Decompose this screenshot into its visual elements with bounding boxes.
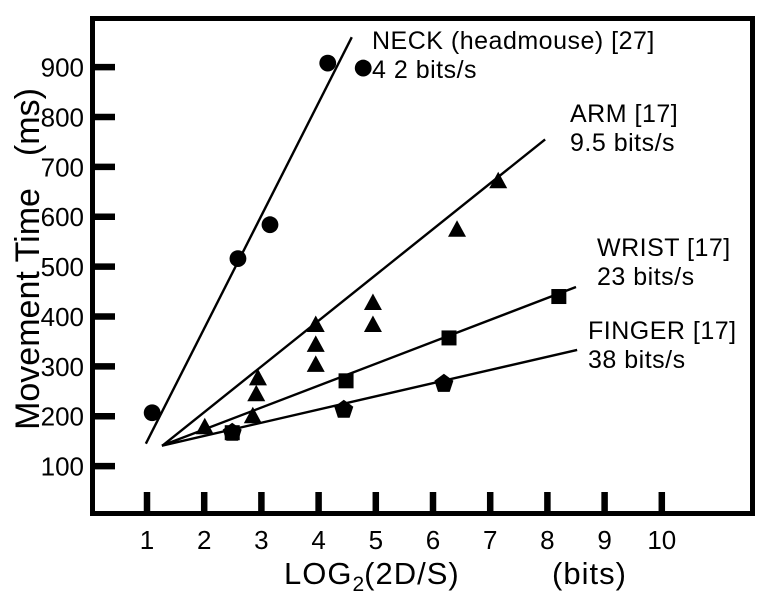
x-tick-label: 4 bbox=[311, 525, 325, 555]
y-tick-label: 600 bbox=[41, 202, 84, 232]
wrist-fit-line bbox=[161, 285, 577, 447]
wrist-point bbox=[551, 289, 567, 305]
neck-point bbox=[229, 250, 247, 268]
legend-arm-rate: 9.5 bits/s bbox=[570, 129, 676, 157]
y-tick-label: 800 bbox=[41, 102, 84, 132]
wrist-point bbox=[338, 373, 354, 389]
neck-point bbox=[354, 59, 372, 77]
y-axis-title: Movement Time (ms) bbox=[9, 59, 47, 459]
x-tick-label: 8 bbox=[540, 525, 554, 555]
arm-point bbox=[306, 335, 325, 352]
y-axis-title-text: Movement Time bbox=[9, 188, 47, 430]
arm-point bbox=[448, 220, 467, 237]
legend-finger-rate: 38 bits/s bbox=[588, 346, 686, 374]
arm-point bbox=[363, 315, 382, 332]
legend-neck-rate: 4 2 bits/s bbox=[372, 56, 478, 84]
y-tick-label: 300 bbox=[41, 352, 84, 382]
x-tick-label: 9 bbox=[597, 525, 611, 555]
y-axis-unit-label: (ms) bbox=[9, 88, 47, 157]
x-axis-title: LOG2(2D/S) bbox=[284, 556, 460, 596]
arm-fit-line bbox=[162, 138, 546, 447]
x-tick-label: 10 bbox=[647, 525, 676, 555]
arm-point bbox=[306, 355, 325, 372]
arm-point bbox=[247, 384, 266, 402]
arm-point bbox=[243, 406, 262, 424]
arm-point bbox=[248, 368, 267, 386]
y-tick-label: 400 bbox=[41, 302, 84, 332]
arm-point bbox=[489, 171, 508, 189]
arm-point bbox=[363, 293, 382, 311]
wrist-point bbox=[441, 330, 457, 346]
legend-arm: ARM [17] 9.5 bits/s bbox=[570, 100, 678, 158]
x-tick-label: 7 bbox=[483, 525, 497, 555]
legend-arm-label: ARM [17] bbox=[570, 100, 679, 128]
neck-point bbox=[319, 54, 337, 72]
x-tick-label: 1 bbox=[140, 525, 154, 555]
y-tick-label: 100 bbox=[41, 452, 84, 482]
finger-point bbox=[222, 422, 242, 441]
legend-wrist-rate: 23 bits/s bbox=[597, 263, 695, 291]
y-tick-label: 900 bbox=[41, 53, 84, 83]
finger-point bbox=[334, 399, 354, 418]
x-axis-title-rest: (2D/S) bbox=[364, 556, 460, 591]
legend-neck: NECK (headmouse) [27] 4 2 bits/s bbox=[372, 27, 655, 85]
x-axis-unit-label: (bits) bbox=[552, 556, 627, 591]
neck-point bbox=[143, 404, 161, 422]
x-tick-label: 6 bbox=[426, 525, 440, 555]
legend-finger: FINGER [17] 38 bits/s bbox=[588, 317, 737, 375]
finger-point bbox=[434, 373, 454, 392]
y-tick-label: 500 bbox=[41, 252, 84, 282]
x-tick-label: 5 bbox=[369, 525, 383, 555]
x-tick-label: 2 bbox=[197, 525, 211, 555]
neck-fit-line bbox=[144, 36, 353, 445]
y-tick-label: 700 bbox=[41, 152, 84, 182]
y-tick-label: 200 bbox=[41, 402, 84, 432]
x-axis-title-log: LOG bbox=[284, 556, 353, 591]
legend-neck-label: NECK (headmouse) [27] bbox=[372, 27, 655, 55]
legend-wrist: WRIST [17] 23 bits/s bbox=[597, 234, 731, 292]
x-tick-label: 3 bbox=[254, 525, 268, 555]
arm-point bbox=[306, 315, 325, 332]
legend-wrist-label: WRIST [17] bbox=[597, 234, 731, 262]
arm-point bbox=[195, 417, 214, 435]
x-axis-title-subscript: 2 bbox=[352, 573, 365, 596]
legend-finger-label: FINGER [17] bbox=[588, 317, 737, 345]
neck-point bbox=[261, 216, 279, 234]
